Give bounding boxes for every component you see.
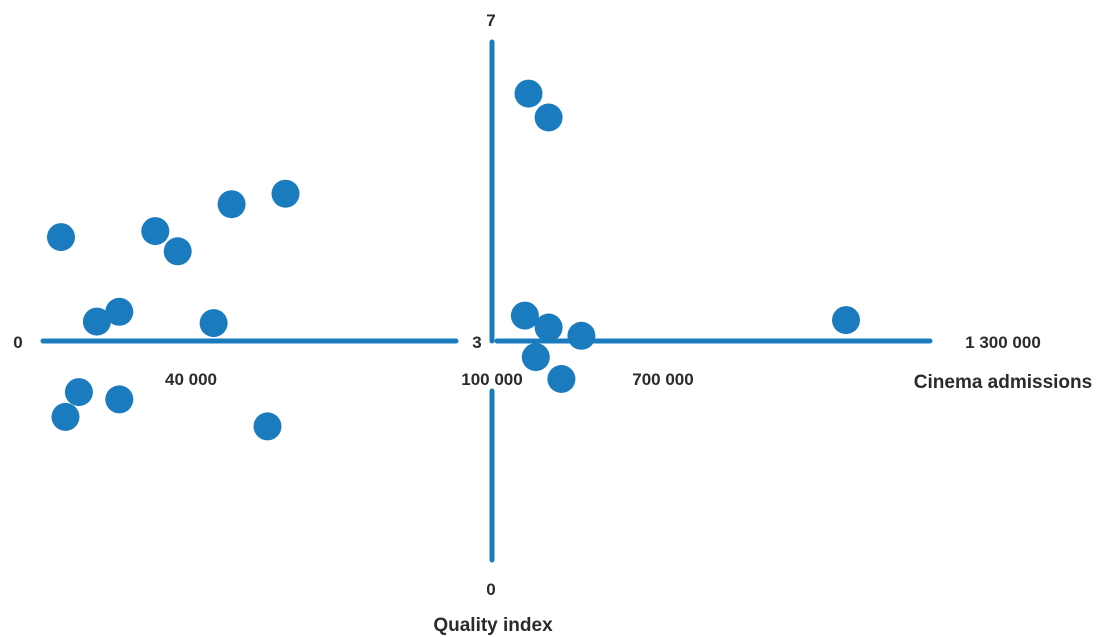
data-point bbox=[534, 313, 563, 342]
data-point bbox=[105, 297, 134, 326]
data-point bbox=[547, 365, 576, 393]
data-point bbox=[163, 237, 192, 266]
data-point bbox=[105, 385, 134, 414]
y-tick-center: 3 bbox=[472, 333, 481, 352]
data-point bbox=[271, 179, 300, 208]
data-point bbox=[51, 402, 80, 431]
y-tick-top: 7 bbox=[486, 11, 495, 30]
data-point bbox=[567, 321, 596, 350]
data-point bbox=[82, 307, 111, 336]
x-tick-center: 100 000 bbox=[461, 370, 522, 389]
x-axis-title: Cinema admissions bbox=[914, 372, 1092, 393]
data-point bbox=[47, 223, 75, 252]
data-point bbox=[514, 79, 543, 108]
y-axis-title: Quality index bbox=[433, 615, 553, 636]
data-points bbox=[47, 79, 860, 441]
data-point bbox=[217, 190, 246, 219]
y-tick-bottom: 0 bbox=[486, 580, 495, 599]
data-point bbox=[521, 343, 550, 372]
data-point bbox=[832, 306, 860, 335]
x-tick-right-mid: 700 000 bbox=[632, 370, 693, 389]
x-tick-left-min: 0 bbox=[13, 333, 22, 352]
data-point bbox=[253, 412, 282, 441]
x-tick-left-max: 40 000 bbox=[165, 370, 217, 389]
data-point bbox=[510, 301, 539, 330]
x-tick-right-max: 1 300 000 bbox=[965, 333, 1041, 352]
data-point bbox=[64, 378, 93, 407]
data-point bbox=[199, 309, 228, 338]
data-point bbox=[534, 103, 563, 132]
data-point bbox=[141, 217, 170, 246]
